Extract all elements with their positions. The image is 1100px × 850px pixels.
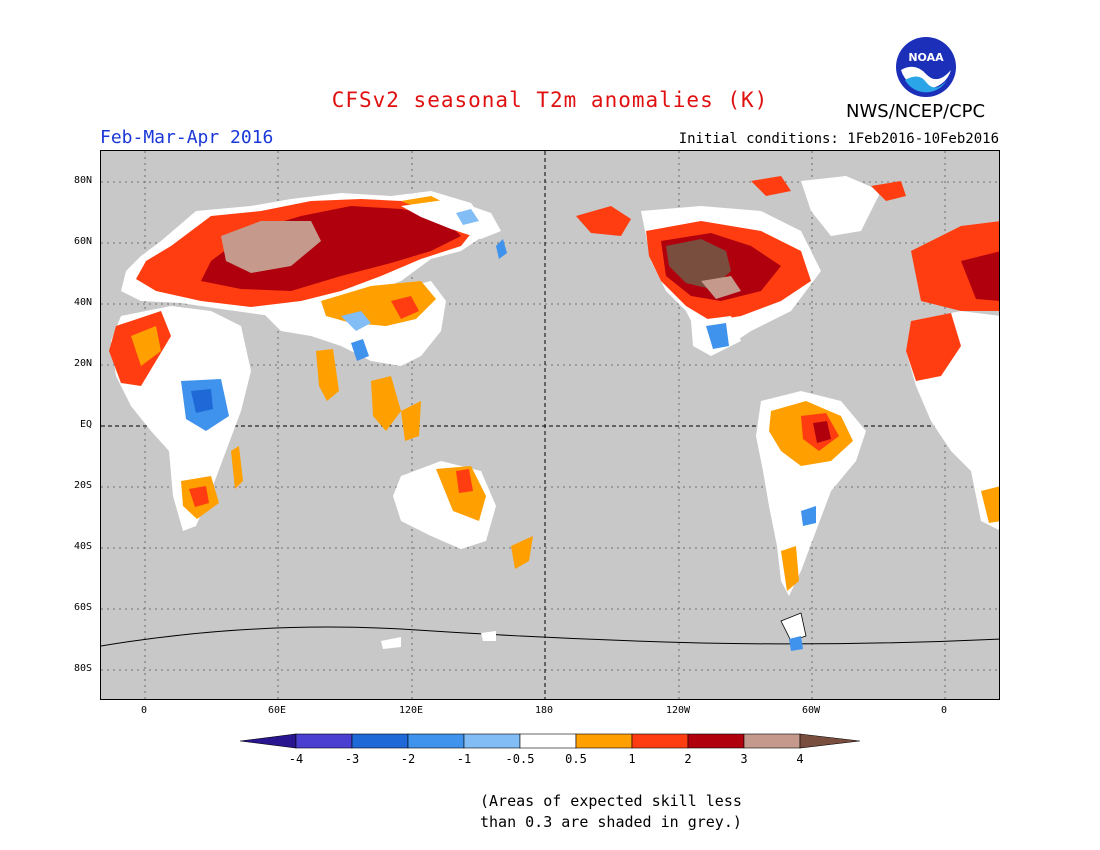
colorbar-label-plus05: 0.5 (565, 752, 587, 766)
lat-label-40n: 40N (73, 297, 92, 308)
colorbar-swatch-minus3 (351, 733, 409, 749)
footnote-line-1: (Areas of expected skill less (480, 792, 742, 810)
colorbar-label-minus05: -0.5 (505, 752, 535, 766)
lon-label-180: 180 (534, 705, 554, 716)
region-asia (261, 281, 446, 441)
colorbar-label-minus2: -2 (400, 752, 416, 766)
lon-label-0-right: 0 (940, 705, 948, 716)
colorbar-swatch-plus05 (575, 733, 633, 749)
lon-label-60e: 60E (267, 705, 287, 716)
region-eurasia (121, 191, 507, 316)
lon-label-0: 0 (140, 705, 148, 716)
colorbar-swatch-neutral (519, 733, 577, 749)
lat-label-80s: 80S (73, 663, 92, 674)
logo-text: NOAA (908, 51, 944, 64)
region-north-america (576, 176, 906, 356)
region-eurasia-wrap (906, 221, 999, 530)
colorbar-swatch-plus1 (631, 733, 689, 749)
colorbar-swatch-minus4 (295, 733, 353, 749)
lat-label-eq: EQ (79, 419, 92, 430)
region-australia (393, 461, 533, 569)
lat-label-60s: 60S (73, 602, 92, 613)
lat-label-60n: 60N (73, 236, 92, 247)
colorbar-label-plus3: 3 (740, 752, 748, 766)
lon-label-60w: 60W (801, 705, 821, 716)
region-south-america (756, 391, 866, 596)
colorbar-label-plus4: 4 (796, 752, 804, 766)
lon-label-120e: 120E (398, 705, 424, 716)
initial-conditions: Initial conditions: 1Feb2016-10Feb2016 (678, 131, 999, 147)
noaa-logo: NOAA (895, 36, 957, 98)
lon-label-120w: 120W (665, 705, 691, 716)
agency-label: NWS/NCEP/CPC (846, 101, 986, 122)
colorbar-swatch-gt-plus4 (799, 733, 861, 749)
colorbar-swatch-plus2 (687, 733, 745, 749)
chart-title: CFSv2 seasonal T2m anomalies (K) (331, 88, 769, 112)
colorbar-label-plus1: 1 (628, 752, 636, 766)
colorbar-swatch-minus1 (463, 733, 521, 749)
anomaly-map (100, 150, 1000, 700)
colorbar-label-minus4: -4 (288, 752, 304, 766)
footnote-line-2: than 0.3 are shaded in grey.) (480, 813, 742, 831)
colorbar-swatch-lt-minus4 (239, 733, 297, 749)
colorbar-swatch-minus2 (407, 733, 465, 749)
colorbar-label-plus2: 2 (684, 752, 692, 766)
region-antarctica (101, 612, 999, 651)
colorbar-label-minus1: -1 (456, 752, 472, 766)
lat-label-20n: 20N (73, 358, 92, 369)
colorbar-label-minus3: -3 (344, 752, 360, 766)
colorbar-swatch-plus3 (743, 733, 801, 749)
map-canvas (101, 151, 999, 699)
lat-label-80n: 80N (73, 175, 92, 186)
lat-label-40s: 40S (73, 541, 92, 552)
region-africa (109, 306, 251, 531)
skill-footnote: (Areas of expected skill less than 0.3 a… (480, 791, 742, 833)
forecast-period: Feb-Mar-Apr 2016 (100, 127, 274, 148)
colorbar (239, 733, 861, 753)
lat-label-20s: 20S (73, 480, 92, 491)
